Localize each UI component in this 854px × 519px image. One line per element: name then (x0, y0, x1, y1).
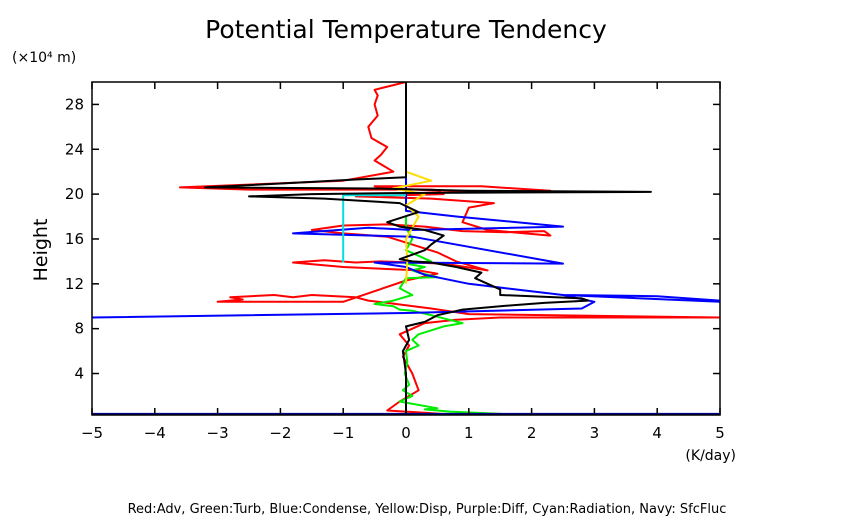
y-tick-label: 24 (65, 140, 84, 158)
x-tick-label: 4 (652, 424, 662, 442)
x-tick-label: −5 (81, 424, 103, 442)
y-tick-label: 20 (65, 185, 84, 203)
x-tick-label: 1 (464, 424, 474, 442)
series-total (204, 82, 652, 415)
series-layer (92, 82, 720, 415)
y-tick-label: 4 (74, 365, 84, 383)
y-tick-label: 8 (74, 320, 84, 338)
y-axis-unit: (×10⁴ m) (12, 50, 76, 66)
x-axis-label: (K/day) (685, 448, 736, 464)
chart-title: Potential Temperature Tendency (205, 15, 607, 44)
y-tick-label: 12 (65, 275, 84, 293)
x-tick-label: 3 (590, 424, 600, 442)
x-tick-label: 2 (527, 424, 537, 442)
x-tick-label: −1 (332, 424, 354, 442)
y-tick-label: 16 (65, 230, 84, 248)
x-tick-label: −4 (144, 424, 166, 442)
x-tick-label: −2 (269, 424, 291, 442)
x-tick-label: 0 (401, 424, 411, 442)
x-tick-label: −3 (207, 424, 229, 442)
series-radiation (342, 194, 406, 263)
legend-text: Red:Adv, Green:Turb, Blue:Condense, Yell… (128, 502, 727, 517)
series-adv (178, 82, 720, 415)
x-tick-label: 5 (715, 424, 725, 442)
y-axis-label: Height (30, 219, 52, 282)
y-tick-label: 28 (65, 95, 84, 113)
